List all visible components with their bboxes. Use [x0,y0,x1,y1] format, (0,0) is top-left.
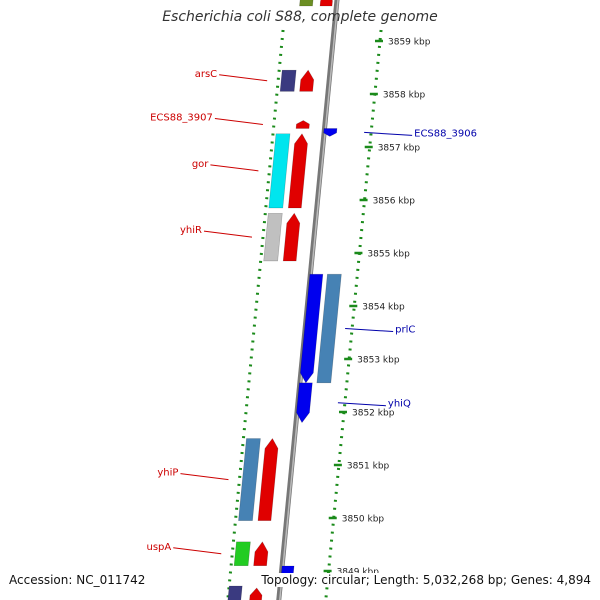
leader-line-uspa [173,547,222,555]
cds-arrow-yhiq [296,382,313,424]
cds-arrow-yhir [282,212,301,262]
edge-arrow-top [319,0,333,7]
gene-feature-arsc [279,69,297,92]
leader-line-ecs88-3906 [364,131,413,136]
leader-line-yhir [203,230,253,238]
scale-tick-label: 3853 kbp [357,356,400,366]
gene-feature-prlc [316,273,342,384]
genome-summary-text: Topology: circular; Length: 5,032,268 bp… [261,573,591,587]
scale-tick-label: 3857 kbp [378,144,421,154]
cds-arrow-ecs88-3907 [295,120,310,129]
ruler-layer: 3859 kbp 3858 kbp 3857 kbp 3856 kbp 3855 kbp… [226,29,431,600]
edge-feature-top [299,0,314,7]
gene-label-yhir: yhiR [180,225,202,236]
edge-feature-bottom [227,585,243,600]
gene-feature-yhip [238,438,261,521]
edge-arrow-bottom [249,587,263,600]
gene-label-yhip: yhiP [157,468,178,479]
gene-label-yhiq: yhiQ [388,399,411,410]
scale-tick-label: 3854 kbp [362,303,405,313]
page-title: Escherichia coli S88, complete genome [162,9,438,25]
scale-tick-label: 3856 kbp [373,197,416,207]
accession-text: Accession: NC_011742 [9,573,146,587]
ruler-guide-left [226,29,285,600]
gene-feature-gor [268,133,291,209]
scale-tick-label: 3859 kbp [388,38,431,48]
leader-line-yhiq [337,402,386,407]
gene-label-ecs88-3906: ECS88_3906 [414,128,477,139]
cds-arrow-yhip [257,437,279,521]
scale-tick-label: 3849 kbp [337,568,380,578]
scale-tick-label: 3855 kbp [367,250,410,260]
gene-feature-yhir [263,212,283,262]
scale-tick-label: 3852 kbp [352,409,395,419]
gene-label-gor: gor [192,159,209,170]
leader-line-yhip [180,473,229,481]
cds-arrow-arsc [299,69,315,92]
scale-tick-label: 3851 kbp [347,462,390,472]
cds-arrow-uspa [253,541,269,567]
cds-arrow-gor [287,133,308,209]
leader-line-ecs88-3907 [214,117,263,125]
leader-line-gor [210,164,259,172]
gene-label-arsc: arsC [195,69,217,80]
gene-label-prlc: prlC [395,325,415,336]
leader-line-prlc [345,328,394,333]
scale-tick-label: 3858 kbp [383,91,426,101]
gene-layer [227,0,342,600]
gene-label-ecs88-3907: ECS88_3907 [150,112,213,123]
cds-arrow-ecs88-3906 [323,128,338,137]
scale-tick-label: 3850 kbp [342,515,385,525]
leader-line-arsc [219,74,268,82]
gene-label-uspa: uspA [147,542,172,553]
gene-feature-uspa [233,541,251,567]
cds-arrow-prlc [300,273,324,384]
